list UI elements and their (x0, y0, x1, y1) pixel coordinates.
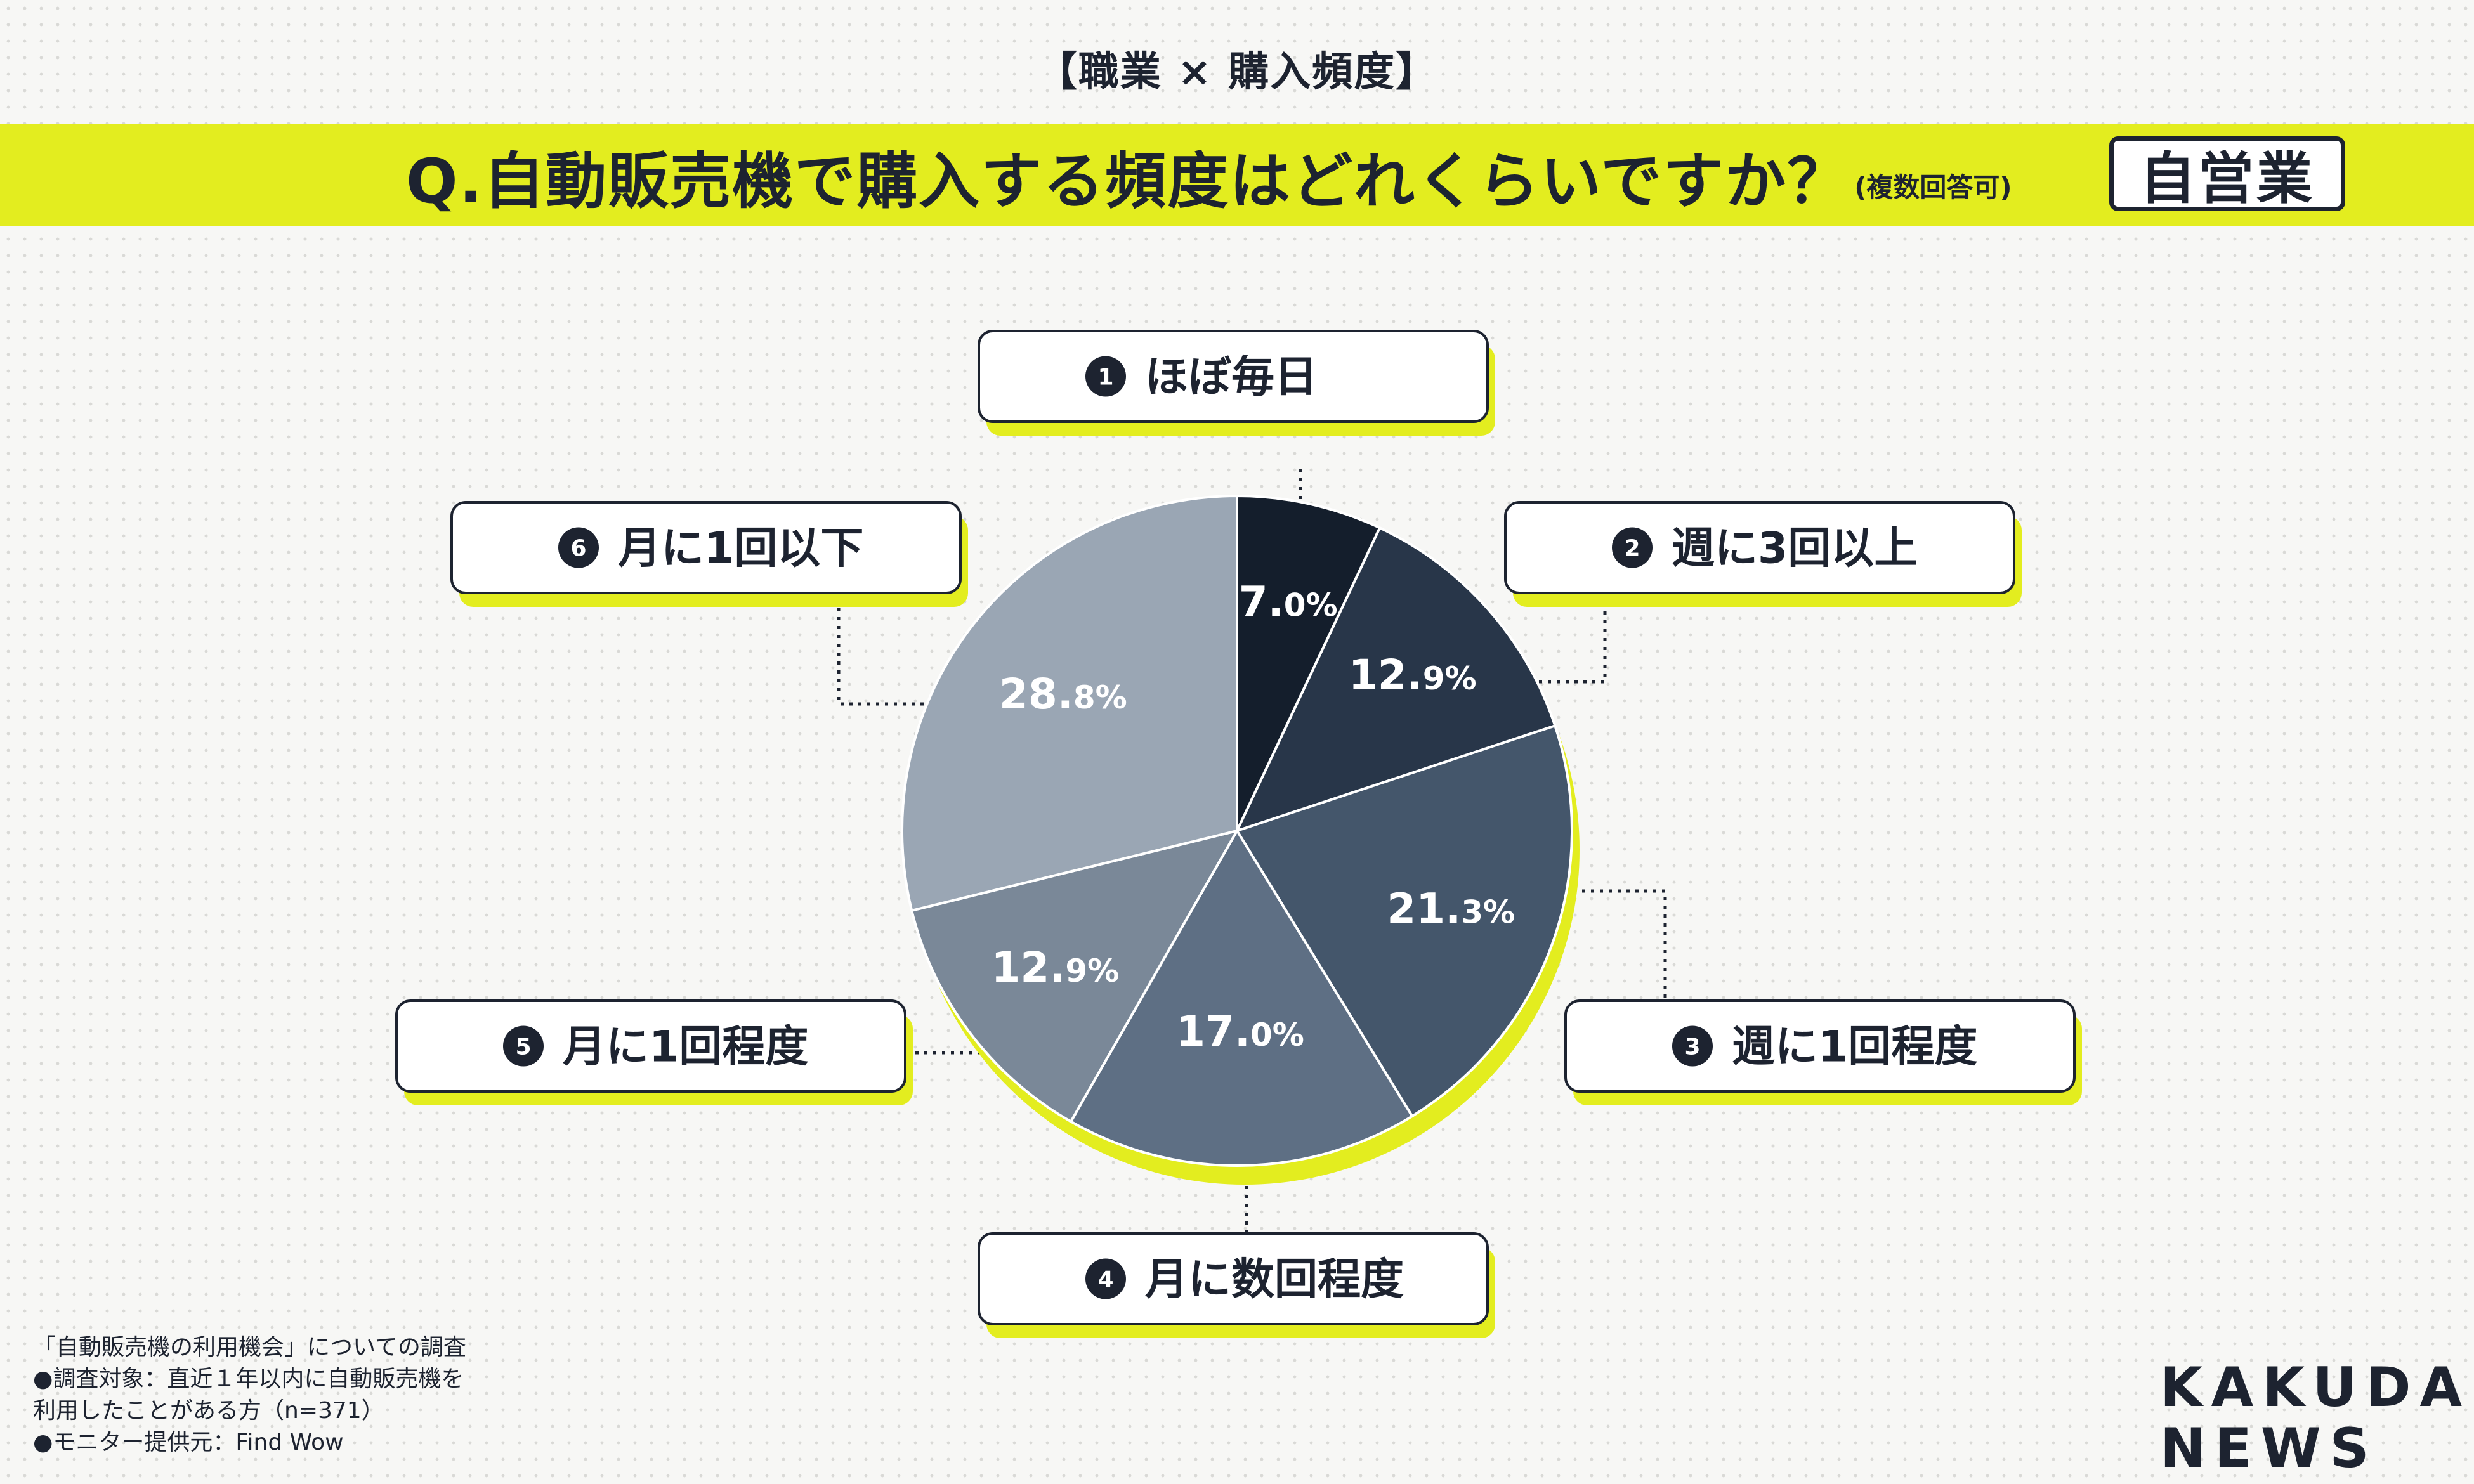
occupation-badge: 自営業 (2109, 136, 2345, 211)
category-labels: 1 ほぼ毎日 2 週に3回以上 3 週に1回程度 4 月に数回程度 5 月に1回程度 6 月に1回以下 (395, 330, 2082, 1338)
label-box (978, 1232, 1489, 1325)
number-badge (503, 1025, 544, 1067)
number-badge-text: 4 (1097, 1267, 1113, 1293)
category-label: 月に1回以下 (618, 524, 863, 574)
survey-notes: 「自動販売機の利用機会」についての調査 ●調査対象：直近１年以内に自動販売機を … (33, 1332, 466, 1459)
pie-slice (1069, 828, 1414, 1167)
pie-slice (910, 828, 1240, 1124)
pie-slice (1234, 526, 1557, 833)
number-badge-text: 5 (515, 1034, 531, 1060)
category-label: ほぼ毎日 (1145, 353, 1318, 403)
number-badge-text: 2 (1624, 536, 1640, 562)
number-badge (558, 527, 599, 568)
note-line: ●調査対象：直近１年以内に自動販売機を (33, 1366, 464, 1392)
question-heading: Q.自動販売機で購入する頻度はどれくらいですか？ (複数回答可) (406, 134, 2012, 217)
note-line: ●モニター提供元：Find Wow (33, 1429, 344, 1455)
number-badge (1085, 356, 1126, 397)
label-box (1504, 501, 2015, 594)
category-label: 週に1回程度 (1732, 1022, 1977, 1072)
brand-line: NEWS (2160, 1417, 2378, 1480)
category-label: 月に数回程度 (1145, 1255, 1404, 1305)
percent-label: 28.8% (999, 670, 1127, 719)
pie-slices (901, 494, 1580, 1185)
label-box (450, 501, 962, 594)
number-badge-text: 1 (1097, 365, 1113, 391)
number-badge (1672, 1025, 1713, 1067)
pie-slice (901, 494, 1238, 913)
brand-logo: KAKUDAI NEWS (2160, 1357, 2474, 1479)
percent-label: 21.3% (1387, 884, 1515, 933)
percent-label: 7.0% (1239, 577, 1338, 626)
number-badge-text: 6 (570, 536, 586, 562)
category-label: 週に3回以上 (1672, 524, 1917, 574)
number-badge (1085, 1258, 1126, 1299)
question-note: (複数回答可) (1854, 171, 2012, 203)
brand-line: KAKUDAI (2160, 1356, 2474, 1419)
category-label: 月に1回程度 (563, 1022, 808, 1072)
percent-labels: 7.0%12.9%21.3%17.0%12.9%28.8% (991, 577, 1515, 1055)
percent-label: 17.0% (1176, 1007, 1304, 1056)
label-box (395, 999, 906, 1093)
note-line: 「自動販売機の利用機会」についての調査 (33, 1334, 466, 1360)
note-line: 利用したことがある方（n=371） (33, 1398, 384, 1424)
pie-slice (1236, 494, 1382, 831)
label-box (978, 330, 1489, 423)
number-badge (1612, 527, 1653, 568)
percent-label: 12.9% (1349, 651, 1477, 700)
question-band (0, 124, 2474, 226)
chart-topic: 【職業 × 購入頻度】 (1036, 49, 1438, 96)
question-text: Q.自動販売機で購入する頻度はどれくらいですか？ (406, 145, 1850, 217)
pie-slice (1234, 724, 1573, 1118)
percent-label: 12.9% (991, 943, 1119, 992)
number-badge-text: 3 (1684, 1034, 1700, 1060)
label-box (1564, 999, 2076, 1093)
